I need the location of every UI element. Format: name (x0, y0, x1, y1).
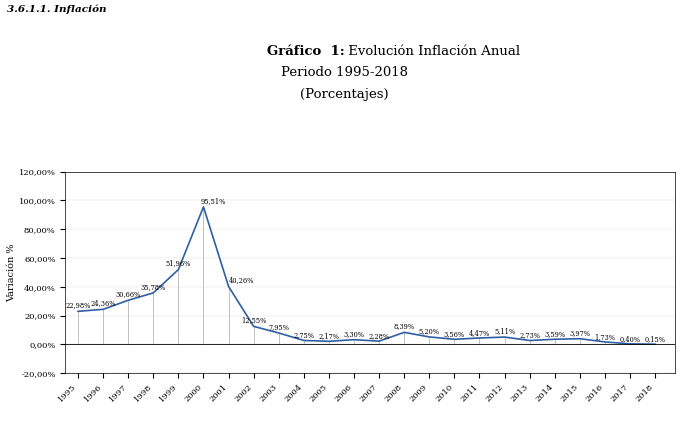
Text: Periodo 1995-2018: Periodo 1995-2018 (281, 66, 408, 79)
Text: 4,47%: 4,47% (469, 329, 490, 337)
Text: 24,36%: 24,36% (90, 299, 116, 307)
Text: 30,66%: 30,66% (116, 290, 141, 298)
Y-axis label: Variación %: Variación % (7, 243, 16, 302)
Text: 3,97%: 3,97% (569, 329, 590, 337)
Text: 2,73%: 2,73% (520, 331, 540, 339)
Text: 0,40%: 0,40% (619, 335, 641, 343)
Text: 8,39%: 8,39% (393, 322, 415, 330)
Text: 1,73%: 1,73% (595, 333, 615, 341)
Text: 5,11%: 5,11% (494, 328, 515, 335)
Text: (Porcentajes): (Porcentajes) (300, 88, 389, 101)
Text: 22,98%: 22,98% (65, 301, 91, 309)
Text: 2,75%: 2,75% (294, 331, 314, 339)
Text: 3.6.1.1. Inflación: 3.6.1.1. Inflación (7, 4, 106, 14)
Text: 0,15%: 0,15% (645, 335, 666, 343)
Text: 3,56%: 3,56% (444, 330, 465, 338)
Text: Gráfico  1:: Gráfico 1: (267, 45, 344, 58)
Text: 40,26%: 40,26% (229, 276, 254, 284)
Text: 51,96%: 51,96% (165, 260, 191, 267)
Text: Evolución Inflación Anual: Evolución Inflación Anual (344, 45, 521, 58)
Text: 7,95%: 7,95% (268, 323, 289, 331)
Text: 3,30%: 3,30% (344, 330, 364, 338)
Text: 95,51%: 95,51% (200, 197, 226, 205)
Text: 35,78%: 35,78% (141, 283, 166, 291)
Text: 12,55%: 12,55% (241, 316, 267, 324)
Text: 5,20%: 5,20% (419, 327, 440, 335)
Text: 2,17%: 2,17% (318, 332, 340, 340)
Text: 2,28%: 2,28% (369, 332, 390, 340)
Text: 3,59%: 3,59% (544, 330, 566, 338)
